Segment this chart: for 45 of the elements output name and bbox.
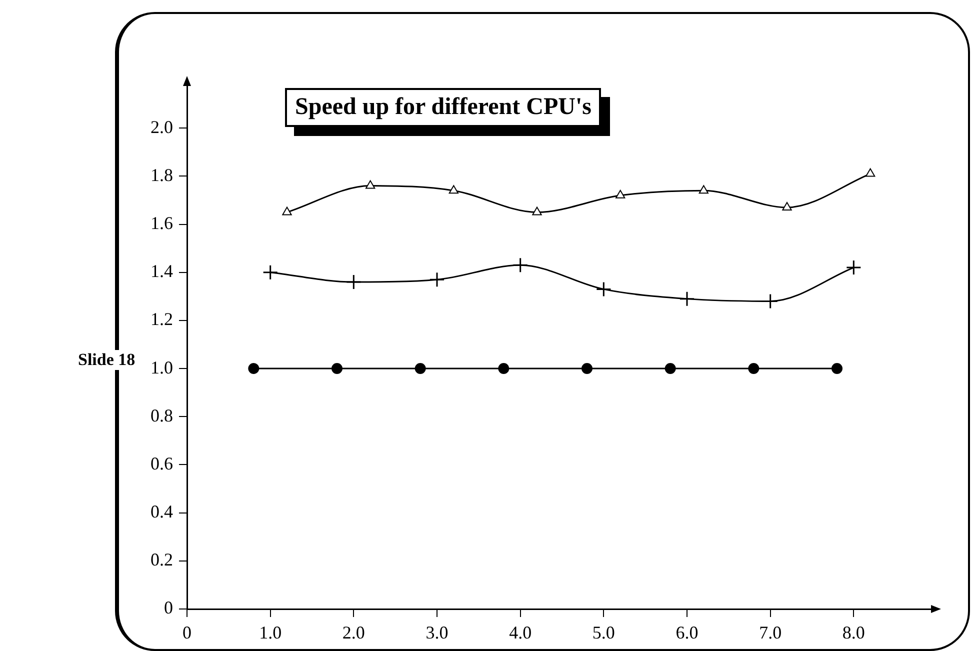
point <box>448 185 458 194</box>
y-tick-label: 1.6 <box>150 213 173 234</box>
x-tick-label: 1.0 <box>259 622 282 643</box>
y-tick-label: 1.2 <box>150 309 173 330</box>
x-tick-label: 0 <box>182 622 192 643</box>
x-tick-label: 6.0 <box>676 622 698 643</box>
point <box>248 363 260 374</box>
point <box>664 363 676 374</box>
point <box>498 363 510 374</box>
point <box>582 363 592 374</box>
point <box>414 363 426 374</box>
text: Slide 18 <box>78 350 136 370</box>
point <box>616 190 626 198</box>
point <box>366 180 376 189</box>
point <box>866 168 876 177</box>
point <box>429 272 445 288</box>
point <box>846 260 862 276</box>
point <box>782 202 792 210</box>
y-tick-label: 1.4 <box>150 261 173 282</box>
x-tick-label: 8.0 <box>842 622 865 643</box>
x-tick-label: 7.0 <box>759 622 782 643</box>
y-tick-label: 2.0 <box>150 116 173 137</box>
y-tick-label: 0.8 <box>150 405 173 426</box>
x-tick-label: 3.0 <box>426 622 448 643</box>
point <box>282 206 292 216</box>
y-tick-label: 0.4 <box>150 502 173 522</box>
x-tick-label: 5.0 <box>592 622 615 643</box>
y-tick-label: 1.0 <box>150 357 173 378</box>
point <box>512 257 528 273</box>
y-tick-label: 0 <box>164 598 173 618</box>
point <box>832 363 842 374</box>
y-tick-label: 1.8 <box>150 164 173 185</box>
point <box>346 274 362 290</box>
text: Speed up for different CPU's <box>285 88 602 127</box>
point <box>332 363 342 374</box>
point <box>748 363 760 374</box>
point <box>532 206 542 216</box>
point <box>262 264 278 280</box>
point <box>596 281 612 297</box>
y-tick-label: 0.6 <box>150 453 173 474</box>
y-tick-label: 0.2 <box>150 550 173 570</box>
x-tick-label: 4.0 <box>509 622 532 643</box>
x-tick-label: 2.0 <box>342 622 365 643</box>
point <box>698 185 708 194</box>
point <box>679 291 695 307</box>
